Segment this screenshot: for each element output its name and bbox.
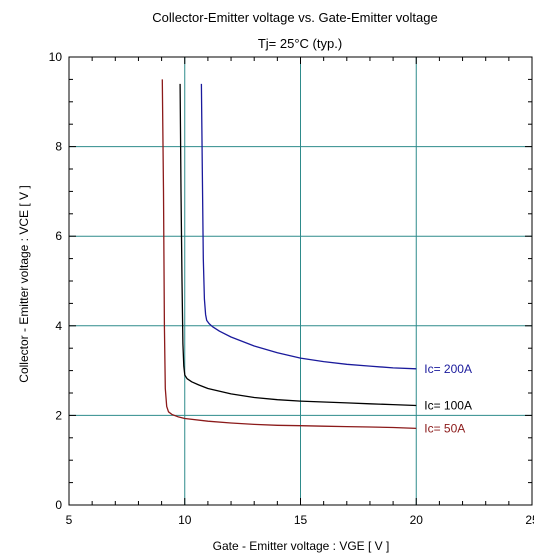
x-tick-label: 10	[178, 513, 192, 527]
tick-labels: 5 10 15 20 25 0 2 4 6 8 10	[49, 50, 534, 527]
series-label-2: Ic= 100A	[424, 399, 472, 413]
series-label-3: Ic= 200A	[424, 362, 472, 376]
series-labels: Ic= 50A Ic= 100A Ic= 200A	[424, 362, 472, 436]
x-axis-label: Gate - Emitter voltage : VGE [ V ]	[213, 539, 390, 553]
y-tick-label: 2	[55, 408, 62, 422]
series-line-2	[179, 83, 417, 407]
plot-frame	[68, 56, 533, 506]
series-label-1: Ic= 50A	[424, 421, 465, 435]
chart-subtitle: Tj= 25°C (typ.)	[258, 36, 342, 51]
x-tick-label: 5	[66, 513, 73, 527]
y-tick-label: 8	[55, 140, 62, 154]
y-tick-label: 10	[49, 50, 63, 64]
y-tick-label: 6	[55, 229, 62, 243]
x-tick-label: 15	[294, 513, 308, 527]
series-line-1	[161, 79, 417, 430]
series-lines	[161, 79, 417, 430]
y-tick-label: 0	[55, 498, 62, 512]
x-tick-label: 20	[410, 513, 424, 527]
x-tick-label: 25	[525, 513, 534, 527]
y-tick-label: 4	[55, 319, 62, 333]
chart-title: Collector-Emitter voltage vs. Gate-Emitt…	[152, 10, 437, 25]
y-axis-label: Collector - Emitter voltage : VCE [ V ]	[17, 185, 31, 382]
grid-lines	[69, 57, 532, 505]
series-line-3	[200, 83, 417, 370]
